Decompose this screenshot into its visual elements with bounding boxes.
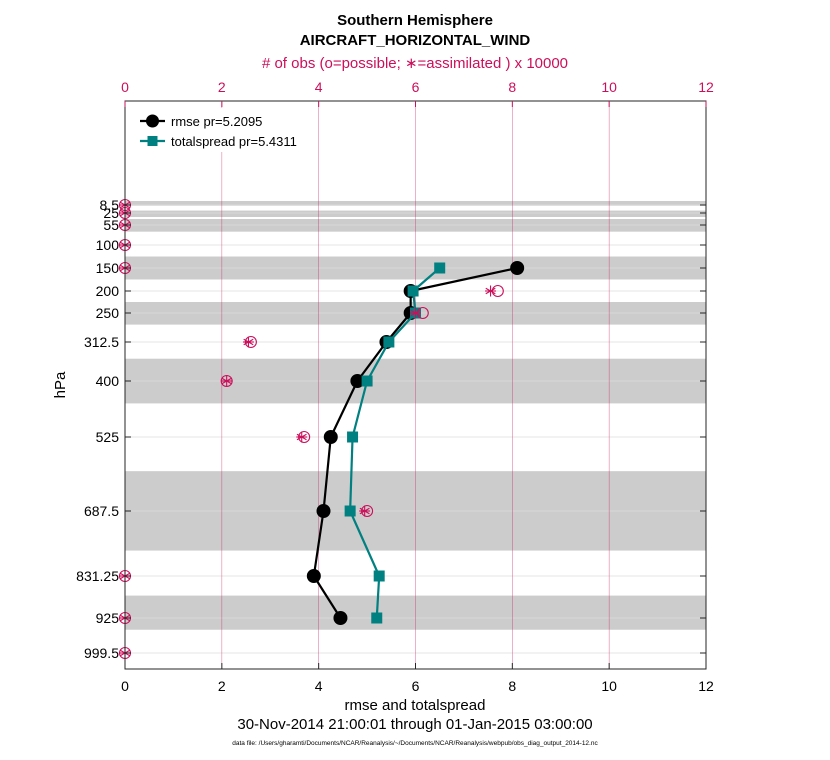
top-x-tick-label: 0 [121,79,129,95]
obs-assimilated-marker [410,307,421,319]
totalspread-point [347,431,359,443]
totalspread-point [373,570,385,582]
y-tick-label: 999.5 [84,645,119,661]
x-tick-label: 6 [412,678,420,694]
totalspread-point [344,505,356,517]
bottom-tick-labels: 0 2 4 6 8 10 12 [121,678,714,694]
obs-assimilated-marker [296,431,308,443]
y-tick-label: 200 [96,283,120,299]
y-tick-label: 400 [96,373,120,389]
top-x-tick-label: 4 [315,79,323,95]
obs-assimilated-marker [485,285,497,297]
rmse-point [323,430,338,444]
rmse-point [306,569,321,583]
top-axis-label: # of obs (o=possible; ∗=assimilated ) x … [262,55,568,72]
y-tick-label: 25 [103,205,119,221]
top-x-tick-label: 12 [698,79,714,95]
totalspread-point [407,285,419,297]
top-x-tick-label: 2 [218,79,226,95]
obs-assimilated-marker [359,505,371,517]
top-x-tick-label: 8 [508,79,516,95]
legend: rmse pr=5.2095 totalspread pr=5.4311 [135,108,315,152]
y-tick-label: 8.5 [100,197,120,213]
y-tick-label: 687.5 [84,503,119,519]
x-tick-label: 8 [508,678,516,694]
date-range-label: 30-Nov-2014 21:00:01 through 01-Jan-2015… [237,716,592,733]
rmse-point [510,261,525,275]
rmse-legend-marker [146,114,159,128]
top-tick-labels: 0 2 4 6 8 10 12 [121,79,714,95]
obs-assimilated-marker [242,336,254,348]
y-tick-label: 831.25 [76,568,119,584]
totalspread-point [434,262,446,274]
top-x-tick-label: 6 [412,79,420,95]
x-tick-label: 10 [601,678,617,694]
data-file-footer: data file: /Users/gharamti/Documents/NCA… [232,740,598,747]
totalspread-point [383,336,395,348]
x-tick-label: 4 [315,678,323,694]
y-tick-label: 312.5 [84,334,119,350]
chart-title: Southern Hemisphere [337,12,493,29]
plot-area [118,100,707,670]
rmse-point [333,611,348,625]
x-tick-label: 12 [698,678,714,694]
chart-subtitle: AIRCRAFT_HORIZONTAL_WIND [300,32,531,49]
totalspread-legend-label: totalspread pr=5.4311 [171,134,297,149]
axis-ticks [124,101,707,669]
y-tick-label: 925 [96,610,120,626]
y-axis-label: hPa [52,371,69,398]
obs-assimilated-marker [221,375,233,387]
y-tick-label: 100 [96,237,120,253]
y-tick-label: 150 [96,260,120,276]
top-x-tick-label: 10 [601,79,617,95]
y-tick-label: 525 [96,429,120,445]
totalspread-point [361,375,373,387]
rmse-point [316,504,331,518]
rmse-legend-label: rmse pr=5.2095 [171,114,262,129]
totalspread-legend-marker [147,136,158,146]
y-tick-label: 250 [96,305,120,321]
x-axis-label: rmse and totalspread [345,697,486,714]
x-tick-label: 0 [121,678,129,694]
totalspread-point [371,612,383,624]
legend-box [135,108,315,152]
y-tick-label: 55 [103,217,119,233]
x-tick-label: 2 [218,678,226,694]
